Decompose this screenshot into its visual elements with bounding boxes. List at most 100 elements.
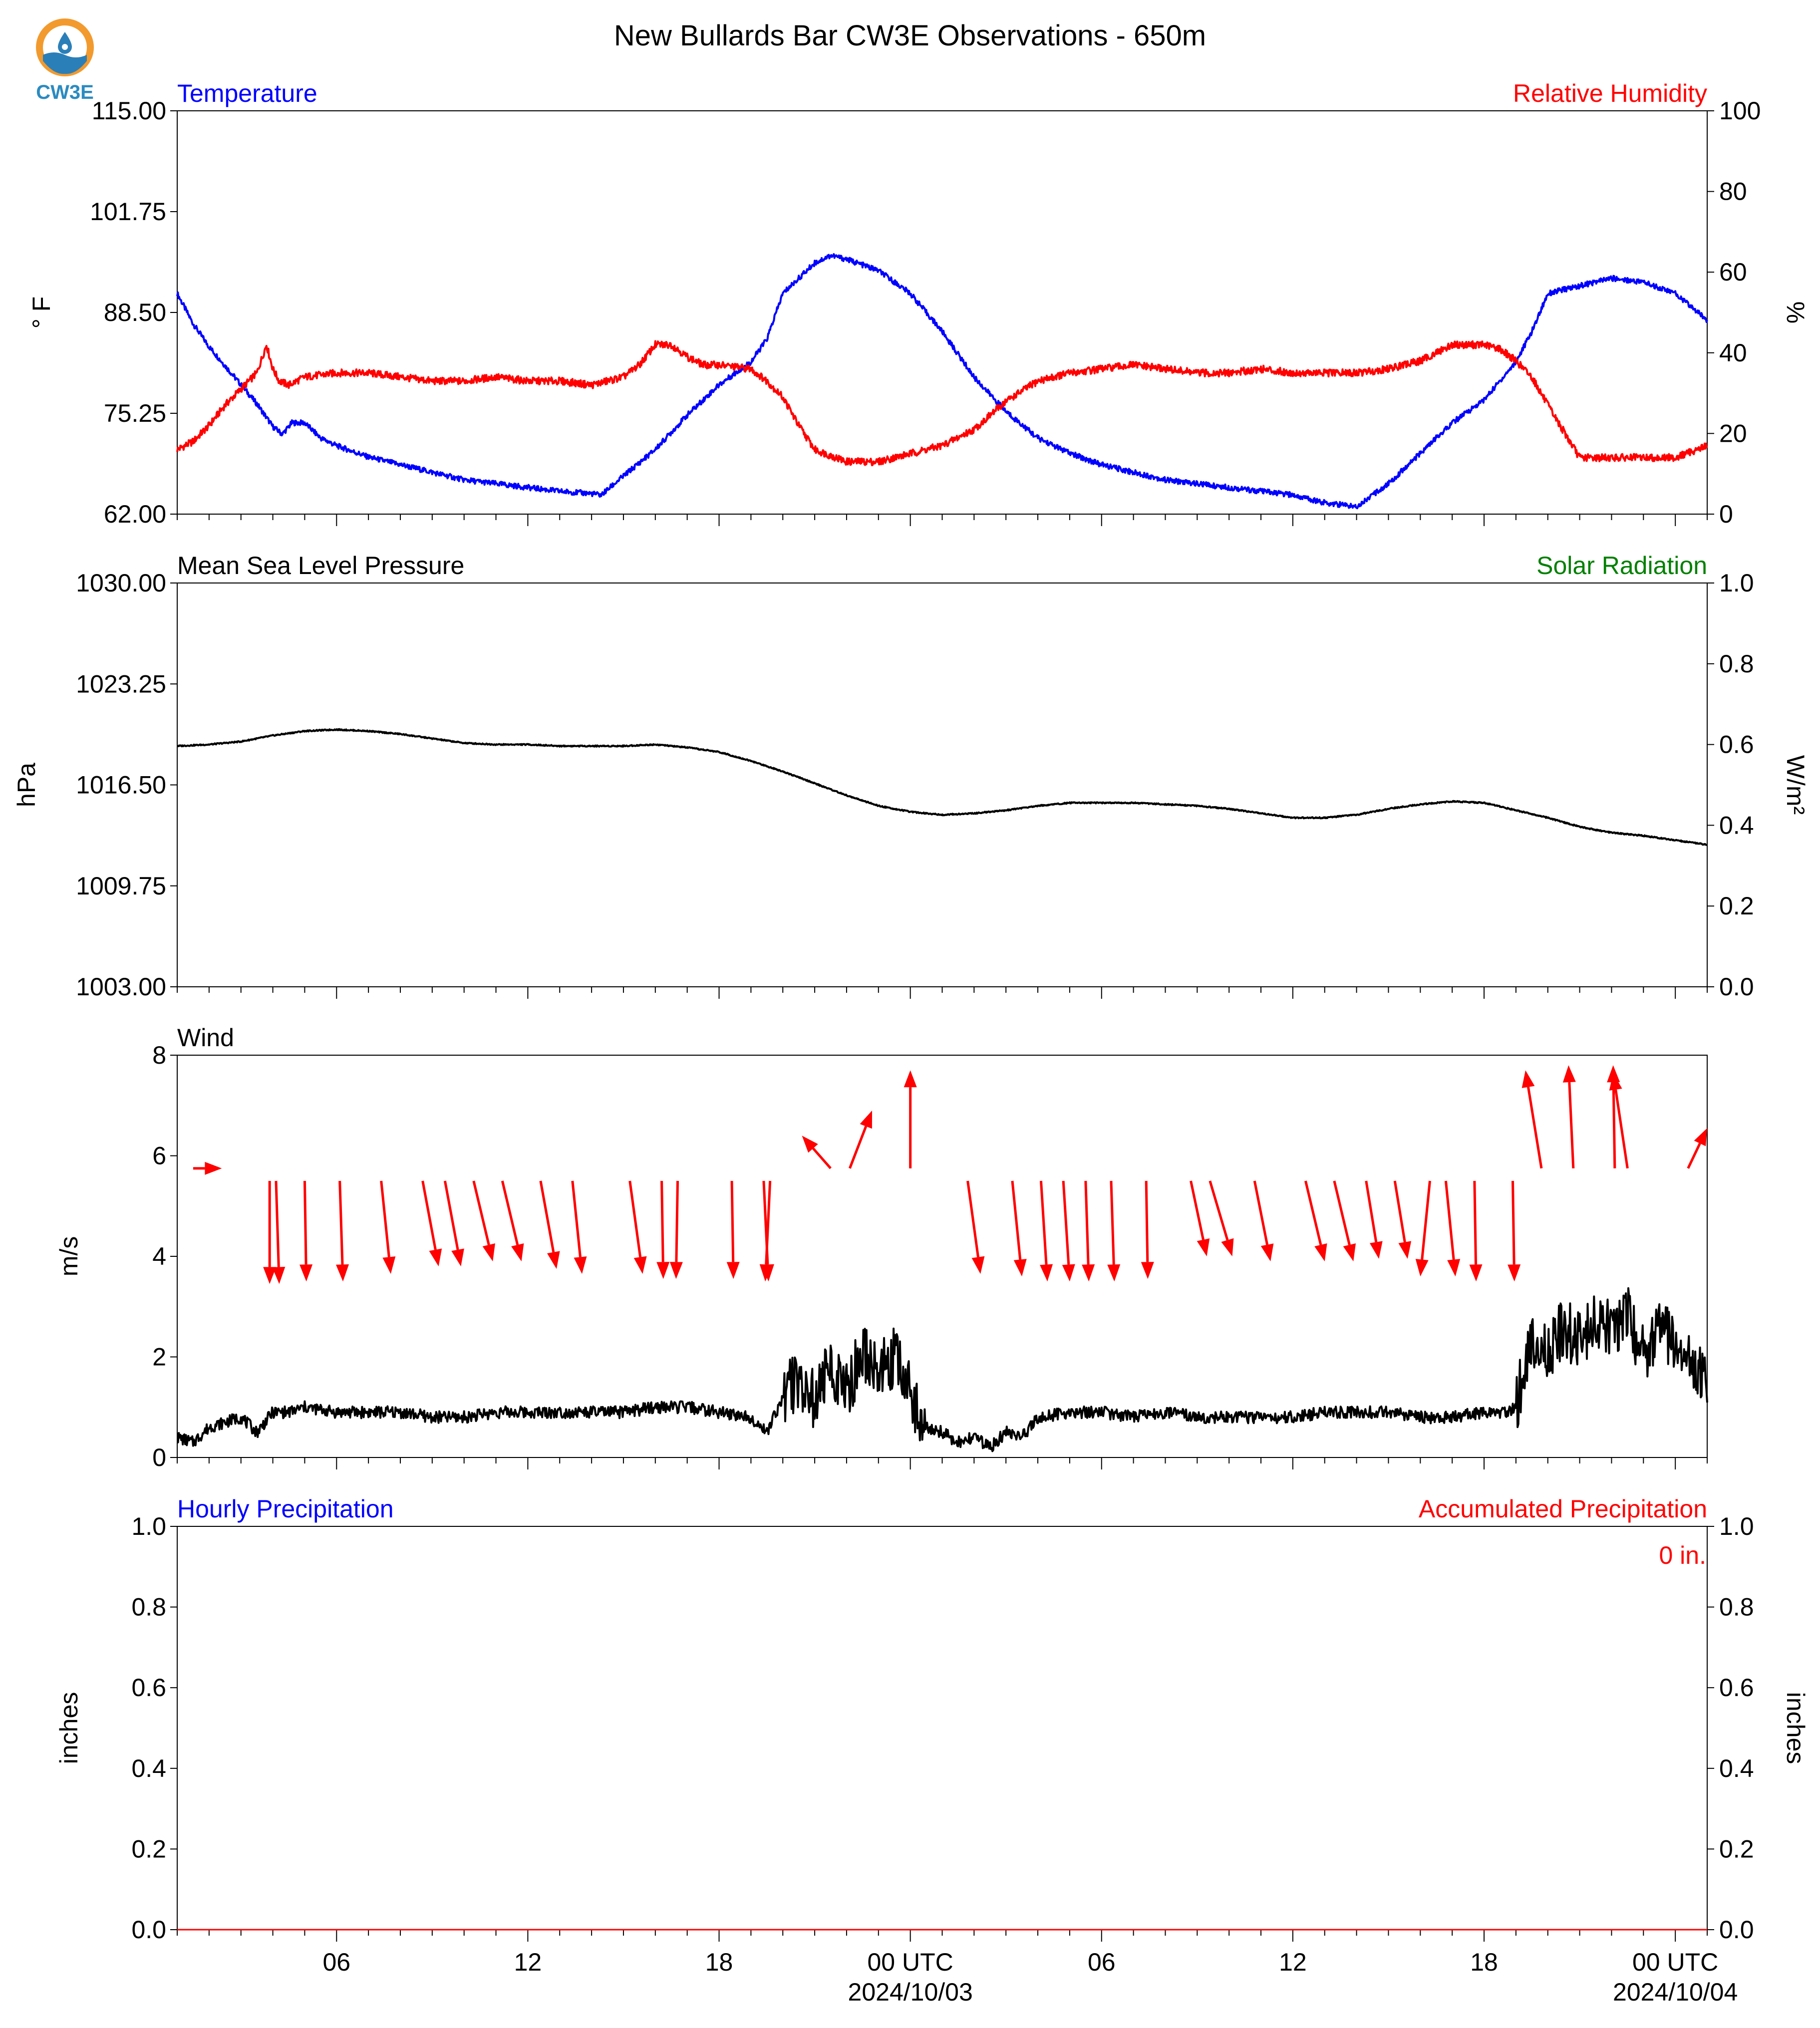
wind-arrow-shaft (1511, 1180, 1516, 1265)
panel-title-right: Relative Humidity (1513, 79, 1707, 107)
wind-arrow-head (205, 1161, 222, 1175)
y-tick-label-right: 0.8 (1719, 1593, 1754, 1621)
x-tick-label: 06 (1088, 1948, 1116, 1976)
y-tick-label-right: 0.8 (1719, 650, 1754, 678)
wind-arrow (335, 1180, 349, 1282)
y-tick-label-right: 1.0 (1719, 1512, 1754, 1540)
x-tick-label: 00 UTC (1632, 1948, 1718, 1976)
y-tick-label-left: 0.0 (131, 1916, 166, 1944)
wind-arrow-shaft (1444, 1180, 1455, 1260)
panel-title-left: Wind (177, 1024, 234, 1052)
wind-arrow-head (904, 1070, 917, 1088)
wind-arrow (759, 1180, 773, 1282)
wind-arrow-head (263, 1267, 277, 1284)
wind-arrow-shaft (1253, 1180, 1269, 1245)
x-date-label: 2024/10/04 (1613, 1978, 1738, 2006)
wind-arrow-shaft (380, 1180, 390, 1257)
y-tick-label-left: 1023.25 (76, 670, 166, 698)
wind-arrow (726, 1180, 740, 1279)
wind-arrow-shaft (571, 1180, 582, 1257)
wind-arrow-head (1013, 1259, 1027, 1277)
x-tick-label: 06 (322, 1948, 350, 1976)
wind-arrow-shaft (1209, 1180, 1229, 1241)
y-tick-label-left: 1003.00 (76, 973, 166, 1001)
wind-arrow-shaft (1687, 1143, 1701, 1169)
wind-arrow (501, 1180, 524, 1262)
wind-arrow-head (656, 1262, 670, 1279)
y-axis-label-left: ° F (27, 296, 55, 328)
wind-arrow-head (1508, 1264, 1521, 1282)
wind-arrow (1609, 1073, 1629, 1169)
y-axis-label-left: m/s (55, 1236, 83, 1277)
y-tick-label-left: 0.4 (131, 1754, 166, 1782)
wind-arrow-shaft (848, 1126, 868, 1169)
cw3e-logo: CW3E (36, 18, 94, 103)
y-tick-label-right: 0.0 (1719, 1916, 1754, 1944)
wind-arrow (380, 1180, 396, 1274)
wind-arrow-shaft (1190, 1180, 1205, 1240)
wind-arrow-shaft (1527, 1087, 1543, 1169)
wind-arrow (1562, 1065, 1576, 1168)
wind-arrow (848, 1110, 873, 1169)
wind-arrow-head (547, 1251, 560, 1269)
wind-arrow-shaft (628, 1180, 642, 1257)
y-tick-label-right: 0.0 (1719, 973, 1754, 1001)
wind-arrow-shaft (765, 1180, 772, 1265)
wind-arrow-head (1260, 1243, 1274, 1262)
wind-arrow-shaft (1062, 1180, 1070, 1265)
y-tick-label-left: 0.6 (131, 1674, 166, 1702)
wind-arrow (628, 1180, 647, 1274)
y-tick-label-left: 1009.75 (76, 872, 166, 900)
wind-arrow (472, 1180, 495, 1262)
wind-arrow (656, 1180, 670, 1279)
wind-arrow-head (1521, 1070, 1535, 1088)
wind-arrow-shaft (421, 1180, 437, 1250)
y-tick-label-right: 20 (1719, 419, 1747, 447)
wind-arrow-head (1221, 1238, 1234, 1256)
wind-arrow-head (726, 1262, 740, 1279)
water-drop-icon (36, 18, 94, 76)
wind-arrow-shaft (303, 1180, 307, 1265)
y-tick-label-right: 40 (1719, 339, 1747, 367)
wind-arrow-head (1141, 1262, 1154, 1279)
wind-arrow-head (1369, 1241, 1383, 1259)
y-tick-label-left: 8 (152, 1041, 166, 1069)
wind-arrow (539, 1180, 560, 1269)
wind-arrow-shaft (1039, 1180, 1048, 1265)
wind-arrow (1521, 1070, 1543, 1169)
wind-arrow-head (451, 1248, 464, 1267)
x-tick-label: 18 (705, 1948, 733, 1976)
wind-arrow (272, 1180, 286, 1284)
wind-arrow (1333, 1180, 1356, 1262)
panel-title-right: Solar Radiation (1536, 552, 1707, 579)
wind-arrow-head (971, 1256, 985, 1274)
series-line (177, 728, 1708, 846)
x-tick-label: 12 (1279, 1948, 1307, 1976)
y-axis-label-left: inches (55, 1692, 83, 1764)
y-tick-label-left: 0.8 (131, 1593, 166, 1621)
x-tick-label: 12 (514, 1948, 542, 1976)
wind-arrow (1039, 1180, 1053, 1282)
wind-arrow-shaft (1614, 1089, 1629, 1169)
y-tick-label-left: 75.25 (104, 399, 166, 427)
y-tick-label-left: 1.0 (131, 1512, 166, 1540)
wind-arrow-shaft (1473, 1180, 1478, 1265)
wind-arrow-shaft (501, 1180, 519, 1245)
y-tick-label-left: 1016.50 (76, 771, 166, 799)
panel-wind: 0 2 4 6 8 Wind m/s (55, 1024, 1708, 1471)
y-tick-label-right: 80 (1719, 178, 1747, 206)
y-axis-label-right: W/m² (1782, 755, 1810, 815)
wind-arrow (1011, 1180, 1027, 1277)
wind-arrow (1304, 1180, 1327, 1262)
wind-arrow-shaft (1084, 1180, 1090, 1265)
wind-arrow (421, 1180, 442, 1267)
wind-arrow (669, 1180, 683, 1279)
wind-arrow-head (860, 1110, 873, 1129)
y-tick-label-right: 0.6 (1719, 731, 1754, 759)
y-tick-label-left: 4 (152, 1242, 166, 1270)
wind-arrow-shaft (1365, 1180, 1378, 1242)
y-tick-label-right: 0.2 (1719, 1835, 1754, 1863)
wind-arrow-head (633, 1256, 647, 1274)
wind-arrow-head (1398, 1241, 1412, 1259)
